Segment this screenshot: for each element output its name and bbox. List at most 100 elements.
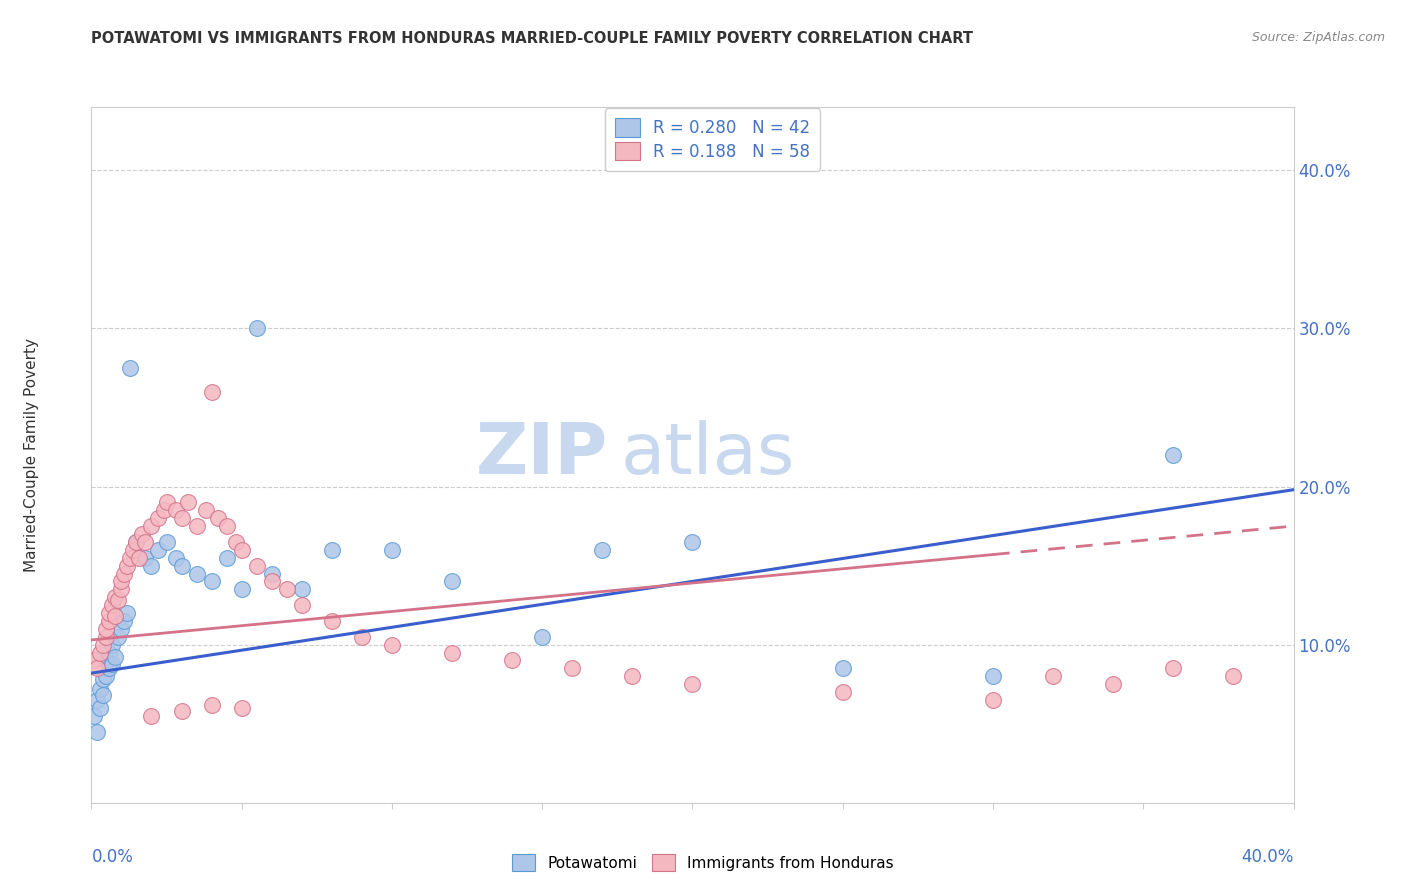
- Point: [381, 638, 404, 652]
- Point: [98, 661, 121, 675]
- Point: [831, 685, 853, 699]
- Point: [246, 558, 269, 573]
- Point: [110, 622, 132, 636]
- Point: [225, 534, 247, 549]
- Text: 40.0%: 40.0%: [1241, 848, 1294, 866]
- Point: [114, 614, 136, 628]
- Point: [86, 693, 108, 707]
- Point: [501, 653, 523, 667]
- Point: [165, 503, 187, 517]
- Point: [131, 527, 153, 541]
- Point: [231, 542, 253, 557]
- Point: [1161, 448, 1184, 462]
- Point: [89, 701, 111, 715]
- Point: [981, 669, 1004, 683]
- Point: [96, 653, 118, 667]
- Point: [681, 534, 703, 549]
- Point: [104, 609, 127, 624]
- Point: [276, 582, 298, 597]
- Point: [176, 495, 198, 509]
- Point: [146, 511, 169, 525]
- Point: [201, 698, 224, 712]
- Point: [96, 630, 118, 644]
- Point: [110, 574, 132, 589]
- Point: [170, 558, 193, 573]
- Point: [621, 669, 644, 683]
- Legend: Potawatomi, Immigrants from Honduras: Potawatomi, Immigrants from Honduras: [503, 845, 903, 880]
- Text: ZIP: ZIP: [477, 420, 609, 490]
- Text: Married-Couple Family Poverty: Married-Couple Family Poverty: [24, 338, 39, 572]
- Point: [120, 360, 142, 375]
- Point: [141, 558, 163, 573]
- Point: [93, 638, 115, 652]
- Point: [104, 650, 127, 665]
- Point: [321, 614, 343, 628]
- Point: [101, 598, 124, 612]
- Point: [170, 511, 193, 525]
- Point: [381, 542, 404, 557]
- Point: [89, 646, 111, 660]
- Point: [194, 503, 217, 517]
- Point: [1102, 677, 1125, 691]
- Point: [107, 593, 129, 607]
- Point: [117, 558, 139, 573]
- Text: POTAWATOMI VS IMMIGRANTS FROM HONDURAS MARRIED-COUPLE FAMILY POVERTY CORRELATION: POTAWATOMI VS IMMIGRANTS FROM HONDURAS M…: [91, 31, 973, 46]
- Text: 0.0%: 0.0%: [91, 848, 134, 866]
- Point: [101, 638, 124, 652]
- Point: [155, 534, 177, 549]
- Point: [117, 606, 139, 620]
- Point: [531, 630, 554, 644]
- Legend: R = 0.280   N = 42, R = 0.188   N = 58: R = 0.280 N = 42, R = 0.188 N = 58: [605, 109, 820, 170]
- Point: [155, 495, 177, 509]
- Point: [350, 630, 373, 644]
- Point: [321, 542, 343, 557]
- Point: [440, 574, 463, 589]
- Point: [134, 534, 156, 549]
- Point: [170, 704, 193, 718]
- Point: [101, 657, 124, 671]
- Point: [125, 534, 148, 549]
- Point: [96, 669, 118, 683]
- Point: [98, 614, 121, 628]
- Point: [93, 688, 115, 702]
- Point: [98, 606, 121, 620]
- Point: [107, 630, 129, 644]
- Point: [260, 574, 283, 589]
- Point: [134, 550, 156, 565]
- Text: Source: ZipAtlas.com: Source: ZipAtlas.com: [1251, 31, 1385, 45]
- Point: [260, 566, 283, 581]
- Point: [93, 673, 115, 687]
- Point: [207, 511, 229, 525]
- Point: [98, 646, 121, 660]
- Point: [104, 591, 127, 605]
- Point: [681, 677, 703, 691]
- Point: [86, 724, 108, 739]
- Point: [591, 542, 613, 557]
- Point: [291, 582, 314, 597]
- Point: [110, 582, 132, 597]
- Point: [89, 681, 111, 696]
- Point: [86, 661, 108, 675]
- Point: [215, 550, 238, 565]
- Point: [128, 550, 150, 565]
- Point: [291, 598, 314, 612]
- Point: [83, 708, 105, 723]
- Point: [83, 653, 105, 667]
- Point: [165, 550, 187, 565]
- Point: [1161, 661, 1184, 675]
- Point: [440, 646, 463, 660]
- Text: atlas: atlas: [620, 420, 794, 490]
- Point: [246, 321, 269, 335]
- Point: [231, 582, 253, 597]
- Point: [120, 550, 142, 565]
- Point: [186, 519, 208, 533]
- Point: [201, 574, 224, 589]
- Point: [981, 693, 1004, 707]
- Point: [141, 519, 163, 533]
- Point: [186, 566, 208, 581]
- Point: [201, 384, 224, 399]
- Point: [1042, 669, 1064, 683]
- Point: [146, 542, 169, 557]
- Point: [1222, 669, 1244, 683]
- Point: [831, 661, 853, 675]
